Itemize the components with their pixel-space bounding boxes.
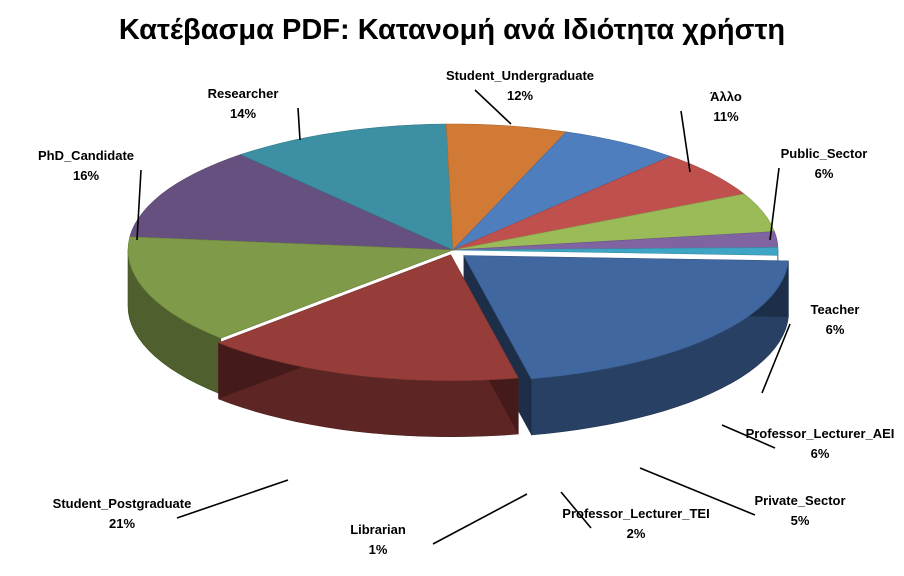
- slice-label-6: Professor_Lecturer_TEI: [562, 506, 709, 521]
- leader-line-6: [560, 491, 592, 529]
- slice-label-2: Public_Sector: [781, 146, 868, 161]
- pie-labels: Student_Undergraduate 12% Άλλο 11% Public_Se…: [38, 68, 894, 557]
- pie-slice-10: [127, 236, 454, 339]
- leader-line-3: [761, 323, 791, 394]
- slice-label-4: Professor_Lecturer_AEI: [746, 426, 895, 441]
- slice-label-5: Private_Sector: [754, 493, 845, 508]
- slice-label-3: Teacher: [811, 302, 860, 317]
- pie-slice-0: [129, 154, 454, 251]
- slice-percent-4: 6%: [811, 446, 830, 461]
- slice-label-8: Student_Postgraduate: [53, 496, 192, 511]
- slice-percent-0: 12%: [507, 88, 533, 103]
- pie-slice-4: [452, 156, 745, 251]
- pie-slice-7: [452, 247, 779, 256]
- leader-line-5: [639, 467, 756, 516]
- pie-slice-9: [217, 254, 519, 382]
- slice-percent-9: 16%: [73, 168, 99, 183]
- pie-slice-8: [463, 255, 789, 380]
- slice-percent-3: 6%: [826, 322, 845, 337]
- leader-line-8: [176, 479, 289, 519]
- pie-tops: [127, 123, 789, 382]
- chart-title: Κατέβασμα PDF: Κατανομή ανά Ιδιότητα χρή…: [118, 14, 786, 46]
- slice-label-0: Student_Undergraduate: [446, 68, 594, 83]
- slice-percent-5: 5%: [791, 513, 810, 528]
- slice-label-10: Researcher: [208, 86, 279, 101]
- slice-percent-10: 14%: [230, 106, 256, 121]
- leader-line-7: [432, 493, 528, 545]
- slice-percent-6: 2%: [627, 526, 646, 541]
- pie-slice-2: [445, 123, 567, 251]
- leader-line-9: [136, 169, 142, 241]
- leader-line-0: [474, 89, 512, 125]
- pie-slice-1: [239, 123, 454, 251]
- leader-line-10: [297, 107, 301, 141]
- slice-percent-8: 21%: [109, 516, 135, 531]
- leader-line-2: [769, 167, 780, 241]
- slice-percent-1: 11%: [713, 109, 739, 124]
- slice-label-9: PhD_Candidate: [38, 148, 134, 163]
- slice-percent-2: 6%: [815, 166, 834, 181]
- leader-line-4: [721, 424, 776, 449]
- slice-percent-7: 1%: [369, 542, 388, 557]
- leader-line-1: [680, 110, 691, 173]
- slice-label-1: Άλλο: [710, 89, 742, 104]
- slice-label-7: Librarian: [350, 522, 406, 537]
- pie-slice-3: [452, 131, 672, 251]
